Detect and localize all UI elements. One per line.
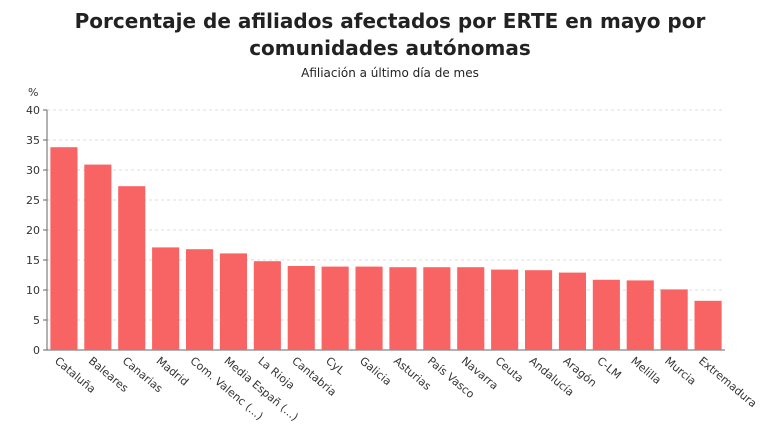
chart-title: Porcentaje de afiliados afectados por ER… <box>74 9 706 60</box>
x-tick-label: Murcia <box>662 354 698 387</box>
bar <box>118 186 146 350</box>
bar <box>660 289 688 350</box>
bar <box>185 249 214 350</box>
x-tick-label: CyL <box>323 354 348 378</box>
bar <box>152 247 180 350</box>
bar <box>389 267 417 350</box>
bar <box>423 267 451 350</box>
y-tick-label: 20 <box>26 224 40 237</box>
y-tick-label: 40 <box>26 104 40 117</box>
bar <box>355 266 383 350</box>
y-tick-label: 25 <box>26 194 40 207</box>
bar <box>287 266 315 350</box>
y-tick-label: 30 <box>26 164 40 177</box>
x-tick-label: C-LM <box>594 354 623 381</box>
x-tick-label: Galicia <box>357 354 394 388</box>
y-tick-label: 5 <box>33 314 40 327</box>
bar <box>626 280 654 350</box>
bar <box>558 272 587 350</box>
chart-subtitle: Afiliación a último día de mes <box>301 66 479 80</box>
bar <box>84 164 112 350</box>
bar <box>524 270 553 350</box>
bar <box>321 266 349 350</box>
bar <box>253 261 281 350</box>
y-tick-label: 0 <box>33 344 40 357</box>
y-tick-label: 15 <box>26 254 40 267</box>
bar <box>694 300 722 350</box>
bar <box>491 269 519 350</box>
y-axis-label: % <box>28 86 38 99</box>
bar <box>50 147 78 350</box>
x-tick-label: Extremadura <box>696 354 759 410</box>
bar <box>219 253 248 350</box>
bar <box>457 267 485 350</box>
x-tick-label: Melilla <box>628 354 663 387</box>
y-tick-label: 10 <box>26 284 40 297</box>
y-tick-label: 35 <box>26 134 40 147</box>
bar <box>592 279 620 350</box>
